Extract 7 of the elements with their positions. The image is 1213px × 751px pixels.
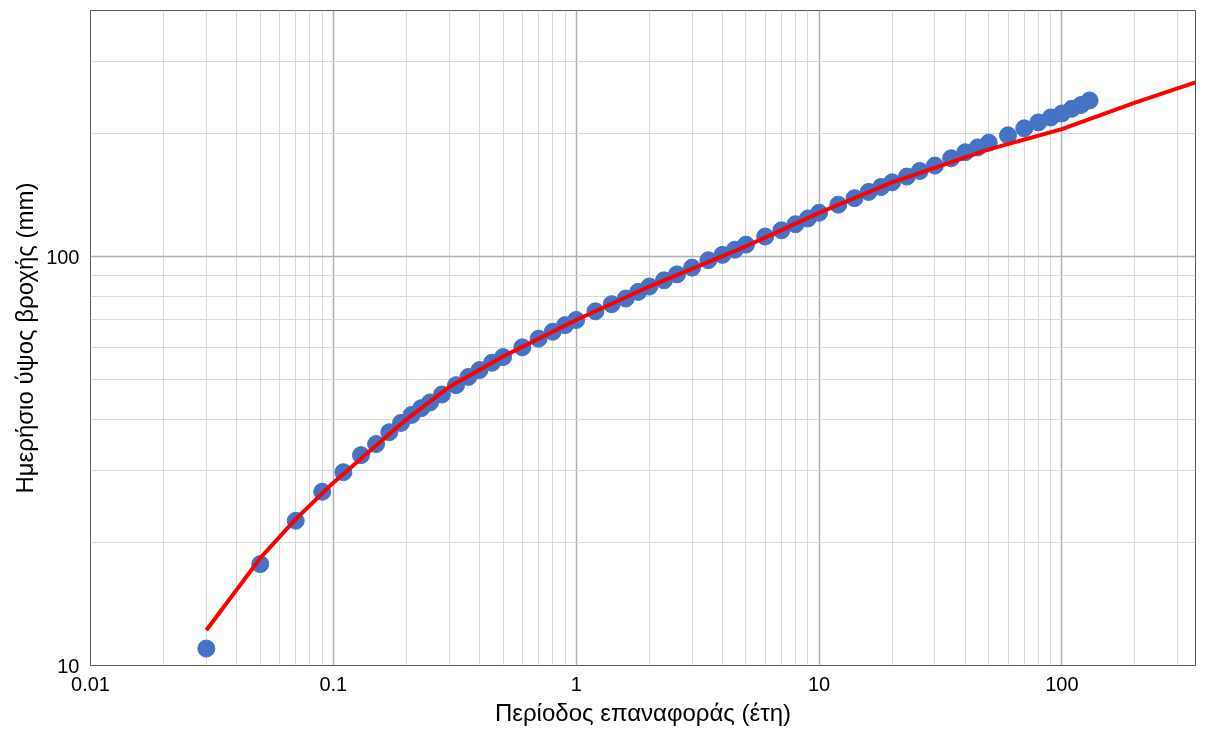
x-tick-label: 0.01 [71,672,110,695]
x-tick-label: 1 [570,672,582,695]
x-tick-label: 10 [807,672,831,695]
y-axis-title: Ημερήσιο ύψος βροχής (mm) [11,182,39,494]
x-tick-label: 0.1 [319,672,348,695]
x-axis-title: Περίοδος επαναφοράς (έτη) [494,698,792,726]
x-tick-label: 100 [1045,672,1079,695]
